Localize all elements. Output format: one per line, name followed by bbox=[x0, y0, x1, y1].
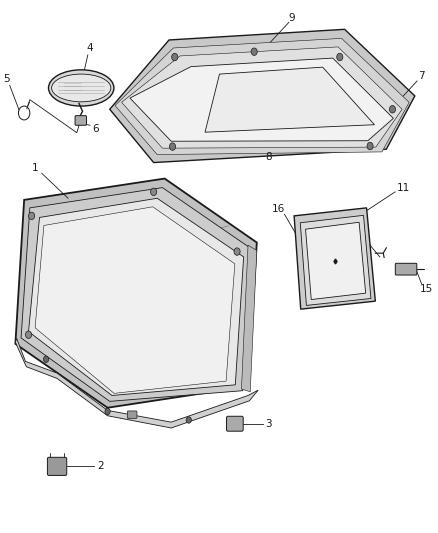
Polygon shape bbox=[15, 179, 256, 408]
Polygon shape bbox=[110, 29, 414, 163]
Polygon shape bbox=[28, 198, 243, 395]
Circle shape bbox=[186, 417, 191, 423]
Polygon shape bbox=[21, 188, 251, 401]
Text: 16: 16 bbox=[272, 204, 285, 214]
FancyBboxPatch shape bbox=[395, 263, 416, 275]
Polygon shape bbox=[305, 222, 365, 300]
Polygon shape bbox=[205, 67, 374, 132]
Circle shape bbox=[366, 142, 372, 150]
Circle shape bbox=[233, 248, 240, 255]
Circle shape bbox=[25, 331, 32, 338]
Circle shape bbox=[43, 356, 49, 362]
FancyBboxPatch shape bbox=[47, 457, 67, 475]
Text: 2: 2 bbox=[96, 462, 103, 471]
Text: 5: 5 bbox=[3, 74, 10, 84]
Circle shape bbox=[28, 212, 35, 220]
Text: 14: 14 bbox=[353, 231, 367, 240]
Text: 8: 8 bbox=[265, 152, 272, 161]
Text: 9: 9 bbox=[288, 13, 295, 23]
Polygon shape bbox=[130, 58, 392, 141]
Text: 4: 4 bbox=[86, 43, 93, 53]
Polygon shape bbox=[15, 338, 258, 428]
Circle shape bbox=[171, 53, 177, 61]
Ellipse shape bbox=[48, 70, 114, 106]
Text: 10: 10 bbox=[162, 110, 175, 120]
Polygon shape bbox=[300, 215, 370, 305]
Polygon shape bbox=[293, 208, 374, 309]
Text: 6: 6 bbox=[92, 124, 99, 134]
Polygon shape bbox=[35, 207, 234, 393]
Ellipse shape bbox=[52, 74, 110, 102]
Circle shape bbox=[336, 53, 342, 61]
FancyBboxPatch shape bbox=[226, 416, 243, 431]
Polygon shape bbox=[121, 47, 401, 148]
Circle shape bbox=[150, 188, 156, 196]
Circle shape bbox=[18, 106, 30, 120]
Circle shape bbox=[389, 106, 395, 113]
Circle shape bbox=[251, 48, 257, 55]
Circle shape bbox=[169, 143, 175, 150]
FancyBboxPatch shape bbox=[75, 116, 86, 125]
Text: 3: 3 bbox=[265, 419, 272, 429]
Text: 15: 15 bbox=[419, 284, 432, 294]
FancyBboxPatch shape bbox=[127, 411, 137, 418]
Text: 1: 1 bbox=[32, 163, 39, 173]
Text: 7: 7 bbox=[417, 71, 424, 80]
Text: 11: 11 bbox=[396, 183, 410, 192]
Polygon shape bbox=[241, 245, 256, 392]
Circle shape bbox=[105, 408, 110, 415]
Polygon shape bbox=[115, 38, 408, 155]
